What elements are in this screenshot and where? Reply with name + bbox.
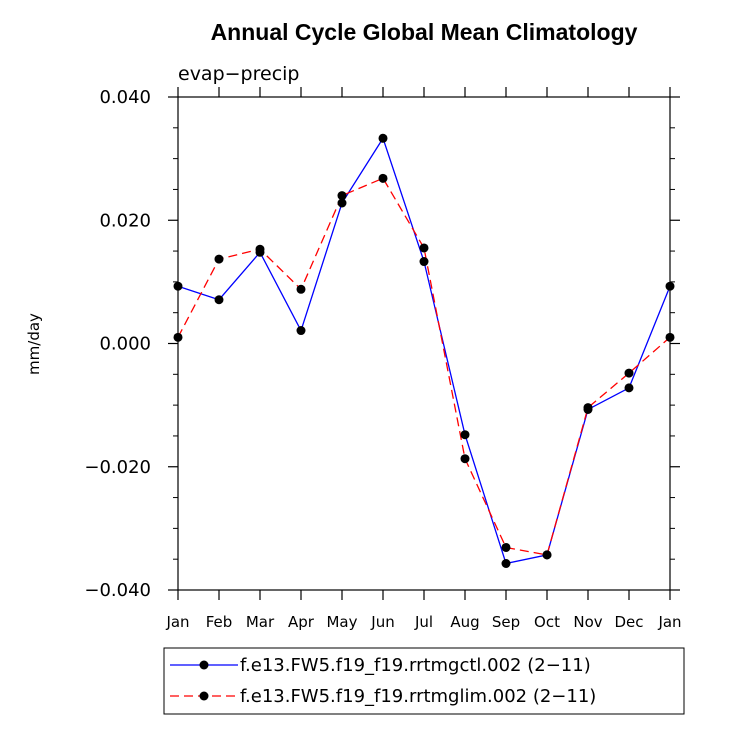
series-2-point <box>214 254 224 264</box>
x-tick-label: Jan <box>657 613 681 631</box>
x-tick-label: Aug <box>450 613 479 631</box>
y-tick-label: −0.020 <box>84 457 151 478</box>
series-1-point <box>624 383 634 393</box>
legend-label-1: f.e13.FW5.f19_f19.rrtmgctl.002 (2−11) <box>240 655 591 676</box>
plot-frame <box>177 96 671 591</box>
series-group <box>173 133 675 569</box>
series-1-point <box>214 295 224 305</box>
x-tick-label: Nov <box>573 613 602 631</box>
y-tick-label: 0.020 <box>99 210 151 231</box>
series-2-point <box>337 191 347 201</box>
legend: f.e13.FW5.f19_f19.rrtmgctl.002 (2−11) f.e… <box>170 655 596 707</box>
series-1-point <box>173 281 183 291</box>
series-2-point <box>419 243 429 253</box>
series-2-point <box>583 403 593 413</box>
series-2-point <box>624 368 634 378</box>
series-2-point <box>460 454 470 464</box>
y-tick-label: 0.000 <box>99 334 151 355</box>
legend-label-2: f.e13.FW5.f19_f19.rrtmglim.002 (2−11) <box>240 686 596 707</box>
x-tick-label: Jan <box>165 613 189 631</box>
x-tick-label: Mar <box>246 613 275 631</box>
legend-marker-2 <box>199 691 209 701</box>
series-2-point <box>378 173 388 183</box>
y-axis-label: mm/day <box>25 313 43 375</box>
series-2-point <box>501 542 511 552</box>
series-1-point <box>419 257 429 267</box>
x-tick-label: Feb <box>206 613 233 631</box>
x-tick-label: Apr <box>288 613 315 631</box>
series-2-point <box>173 332 183 342</box>
y-tick-label: −0.040 <box>84 580 151 601</box>
series-1-point <box>665 281 675 291</box>
x-tick-labels: Jan Feb Mar Apr May Jun Jul Aug Sep Oct Nov Dec Jan <box>165 613 681 631</box>
y-tick-labels: −0.040 −0.020 0.000 0.020 0.040 <box>84 87 151 601</box>
series-2-point <box>296 284 306 294</box>
series-line-1 <box>177 136 671 565</box>
series-1-point <box>460 430 470 440</box>
series-2-point <box>665 332 675 342</box>
legend-box <box>163 647 685 715</box>
series-2-point <box>542 550 552 560</box>
series-1-point <box>378 133 388 143</box>
y-tick-label: 0.040 <box>99 87 151 108</box>
x-tick-label: May <box>326 613 357 631</box>
x-tick-label: Jul <box>414 613 433 631</box>
series-2-point <box>255 244 265 254</box>
x-tick-label: Sep <box>492 613 520 631</box>
axis-ticks <box>168 87 680 600</box>
series-1-point <box>501 559 511 569</box>
x-tick-label: Oct <box>534 613 560 631</box>
chart-subtitle: evap−precip <box>178 63 300 85</box>
x-tick-label: Jun <box>370 613 394 631</box>
series-1-point <box>337 198 347 208</box>
legend-marker-1 <box>199 660 209 670</box>
chart-title: Annual Cycle Global Mean Climatology <box>211 19 638 45</box>
x-tick-label: Dec <box>614 613 643 631</box>
series-line-2 <box>177 177 671 556</box>
series-1-point <box>296 326 306 336</box>
